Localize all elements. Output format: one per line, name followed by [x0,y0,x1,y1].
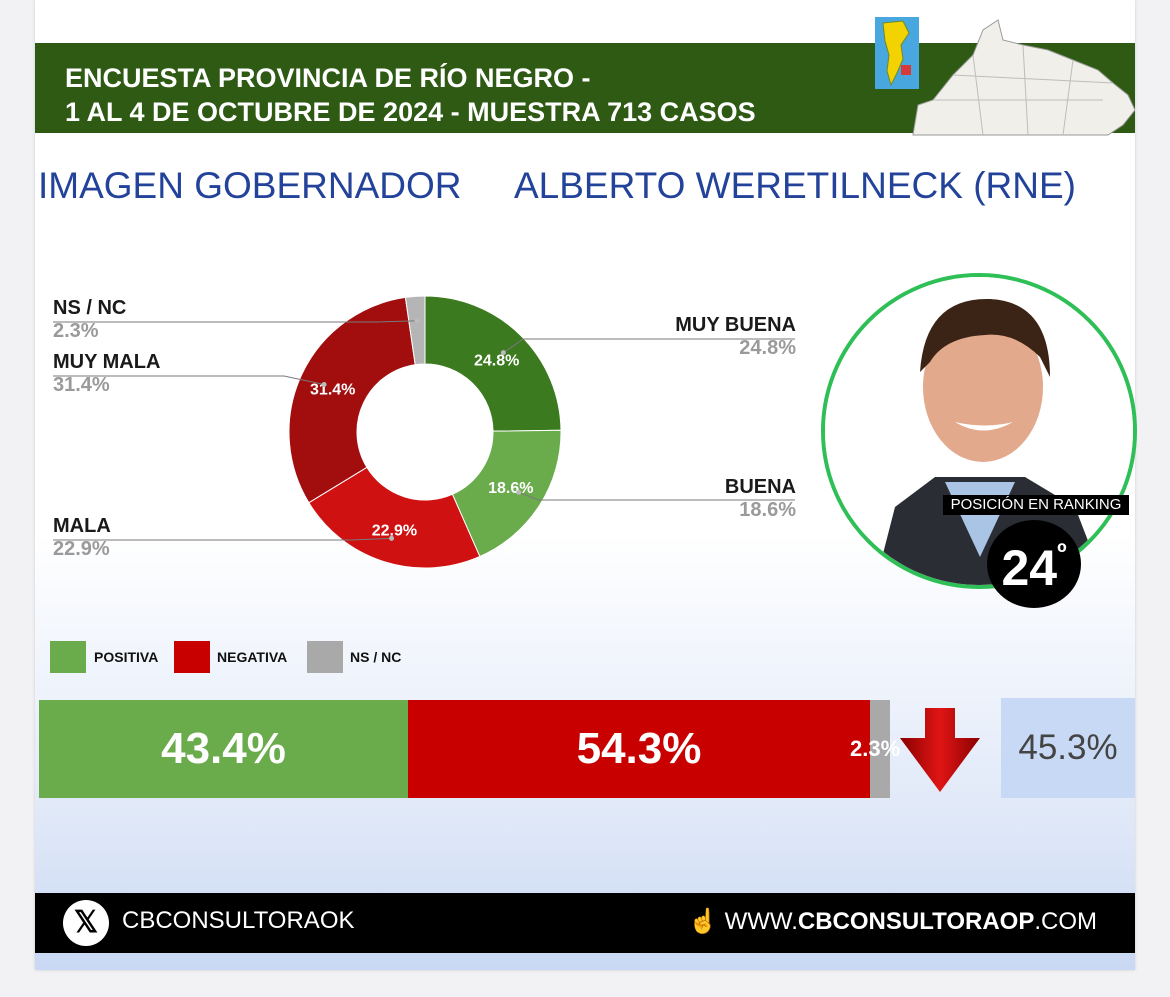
hand-pointer-icon: ☝ [688,908,718,935]
donut-chart: 24.8% 18.6% 22.9% 31.4% [288,295,562,569]
legend-swatch-ns-nc [307,641,343,673]
title-right: ALBERTO WERETILNECK (RNE) [514,165,1076,206]
website-domain: CBCONSULTORAOP [797,908,1035,935]
ranking-number: 24 [1001,540,1058,596]
leader-dot [321,382,327,388]
donut-label-mala: 22.9% [372,522,417,539]
leader-line-muy-mala [53,375,325,386]
governor-photo [821,273,1137,589]
header-line-2: 1 AL 4 DE OCTUBRE DE 2024 - MUESTRA 713 … [65,97,756,127]
donut-slice-muy-buena [424,295,562,432]
social-handle[interactable]: CBCONSULTORAOK [122,907,355,934]
trend-value: 45.3% [1001,698,1135,798]
rio-negro-map-icon [875,17,1135,136]
label-ns-nc: NS / NC 2.3% [53,297,126,343]
header-title: ENCUESTA PROVINCIA DE RÍO NEGRO - 1 AL 4… [65,61,756,129]
donut-slice-ns-nc [404,295,426,366]
leader-dot [389,535,395,541]
website-suffix: .COM [1034,908,1097,935]
legend-ns-nc: NS / NC [350,649,402,665]
header-line-1: ENCUESTA PROVINCIA DE RÍO NEGRO - [65,63,591,93]
down-arrow-icon [900,708,980,792]
leader-line-muy-buena [503,338,795,354]
legend-positiva: POSITIVA [94,649,159,665]
donut-slice-muy-mala [288,296,416,504]
label-muy-buena-name: MUY BUENA [675,314,796,336]
legend-swatch-positiva [50,641,86,673]
leader-dot [500,350,506,356]
label-muy-mala: MUY MALA 31.4% [53,351,160,397]
legend-negativa: NEGATIVA [217,649,288,665]
website-link[interactable]: ☝ WWW.CBCONSULTORAOP.COM [688,907,1097,936]
label-buena-value: 18.6% [739,499,796,521]
bar-segment-negativa: 54.3% [408,700,870,798]
charts-svg: 24.8% 18.6% 22.9% 31.4% [53,295,980,792]
website-prefix: WWW. [724,908,798,935]
donut-slice-buena [451,429,562,558]
label-mala-name: MALA [53,515,111,537]
label-buena: BUENA 18.6% [725,476,796,522]
label-ns-nc-value: 2.3% [53,320,99,342]
label-buena-name: BUENA [724,476,796,498]
bar-segment-ns-nc: 2.3% [850,700,900,798]
label-ns-nc-name: NS / NC [53,297,127,319]
leader-line-buena [518,491,795,501]
ranking-label: POSICIÓN EN RANKING [943,495,1129,515]
governor-portrait-icon [825,277,1133,585]
donut-leader-lines [53,318,795,541]
legend-swatch-negativa [174,641,210,673]
leader-line-mala [53,537,392,541]
x-logo-icon[interactable]: 𝕏 [63,900,109,946]
title-left: IMAGEN GOBERNADOR [38,165,462,206]
leader-dot [414,318,420,324]
ranking-badge: 24º [987,520,1081,608]
label-muy-mala-value: 31.4% [53,374,110,396]
label-muy-mala-name: MUY MALA [53,351,161,373]
donut-label-muy-mala: 31.4% [310,382,355,399]
label-mala: MALA 22.9% [53,515,111,561]
label-muy-buena-value: 24.8% [739,337,796,359]
footer: 𝕏 CBCONSULTORAOK ☝ WWW.CBCONSULTORAOP.CO… [35,893,1135,953]
donut-slice-mala [308,466,481,569]
bar-segment-positiva: 43.4% [39,700,408,798]
leader-line-ns-nc [53,320,417,323]
leader-dot [516,489,522,495]
donut-label-buena: 18.6% [488,480,533,497]
ranking-suffix: º [1057,537,1067,567]
donut-label-muy-buena: 24.8% [474,352,519,369]
label-mala-value: 22.9% [53,538,110,560]
label-muy-buena: MUY BUENA 24.8% [675,314,796,360]
